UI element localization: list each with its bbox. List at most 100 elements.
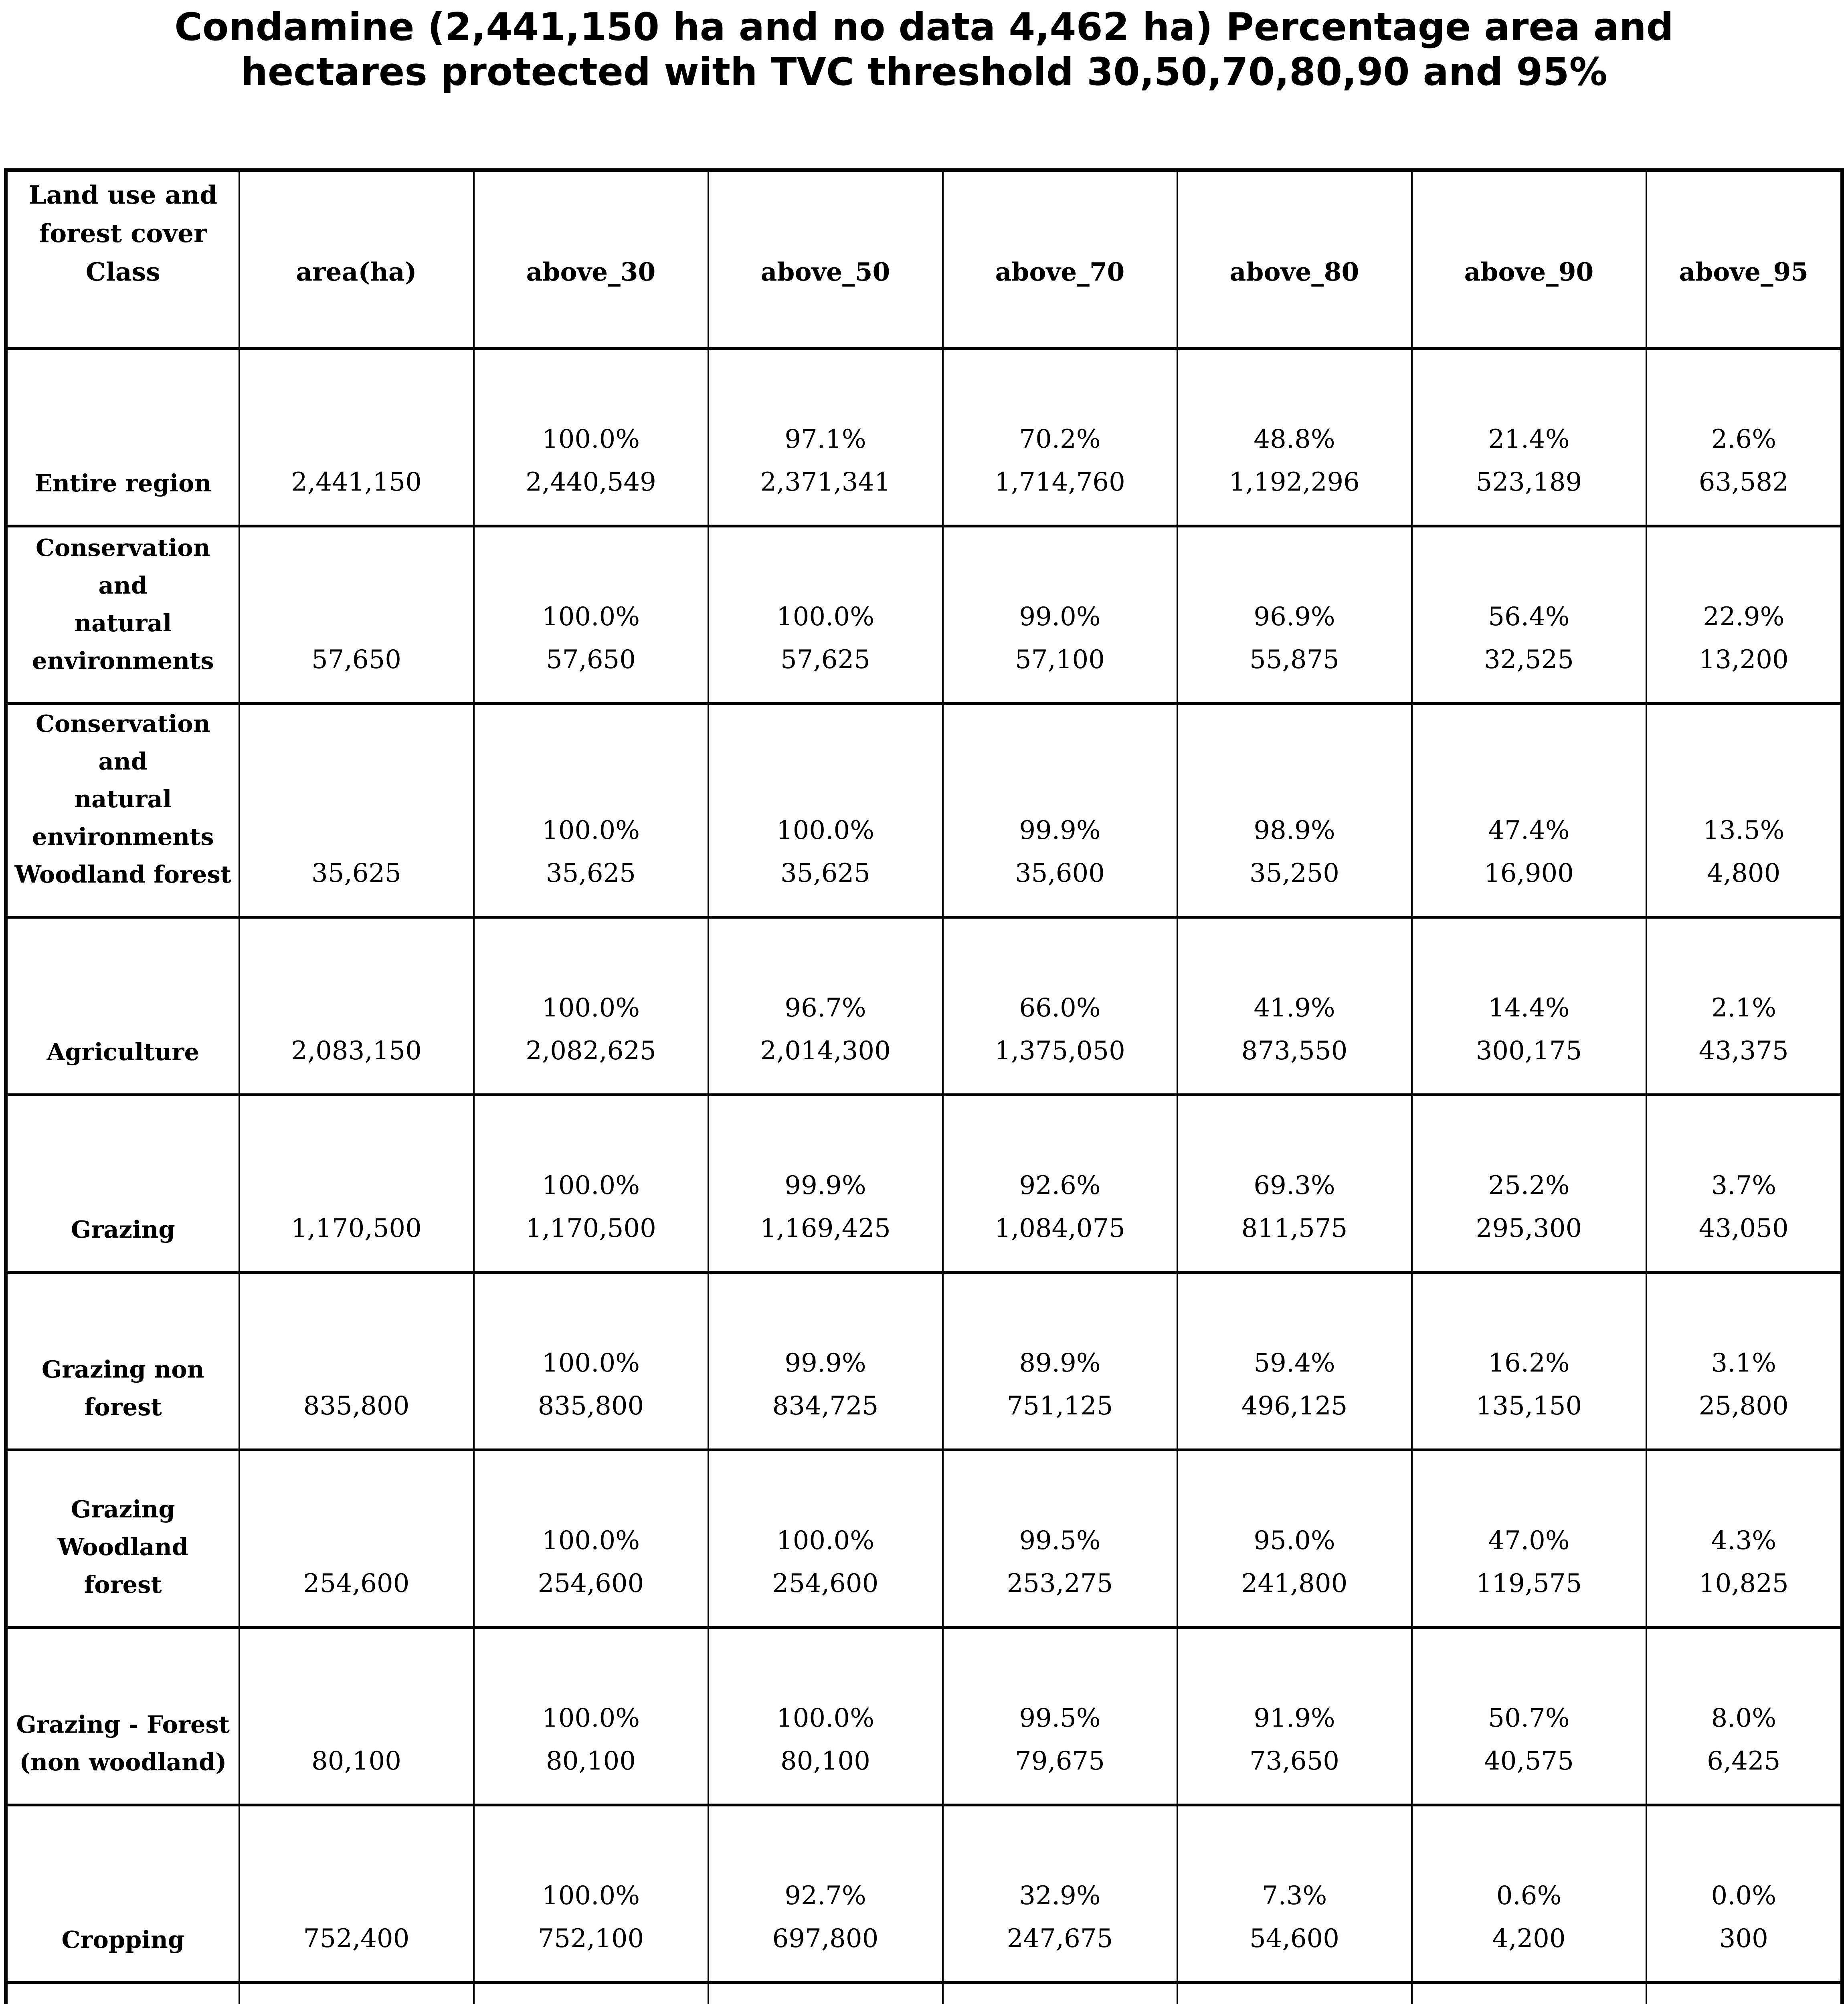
percent-value: 50.7% — [1488, 1703, 1570, 1733]
percent-value: 96.7% — [784, 993, 866, 1023]
threshold-cell: 2.6% 63,582 — [1645, 347, 1843, 527]
header-above-90: above_90 — [1411, 169, 1647, 350]
percent-value: 92.7% — [784, 1881, 866, 1911]
hectares-value: 496,125 — [1241, 1391, 1348, 1421]
table-row: Grazing non forest 835,800 100.0% 835,800 99… — [5, 1271, 1843, 1451]
threshold-cell: 0.6% 4,200 — [1411, 1804, 1647, 1984]
percent-value: 47.4% — [1488, 816, 1570, 845]
threshold-cell: 100.0% 80,100 — [473, 1626, 709, 1806]
percent-value: 100.0% — [542, 816, 640, 845]
threshold-cell: 25.2% 295,300 — [1411, 1093, 1647, 1274]
hectares-value: 43,050 — [1698, 1214, 1789, 1243]
percent-value: 99.9% — [784, 1348, 866, 1378]
hectares-value: 300,175 — [1476, 1036, 1582, 1066]
table-row: Cropping 752,400 100.0% 752,100 92.7% 697,800… — [5, 1804, 1843, 1984]
hectares-value: 63,582 — [1698, 467, 1789, 497]
hectares-value: 80,100 — [780, 1746, 870, 1776]
hectares-value: 25,800 — [1698, 1391, 1789, 1421]
threshold-cell: 100.0% 254,600 — [707, 1448, 944, 1629]
header-above-95: above_95 — [1645, 169, 1843, 350]
hectares-value: 1,084,075 — [995, 1214, 1125, 1243]
row-label: Grazing — [5, 1093, 240, 1274]
hectares-value: 1,170,500 — [526, 1214, 656, 1243]
percent-value: 56.4% — [1488, 602, 1570, 632]
percent-value: 99.9% — [784, 1171, 866, 1200]
threshold-cell: 96.7% 2,014,300 — [707, 916, 944, 1096]
threshold-cell: 100.0% 2,440,549 — [473, 347, 709, 527]
hectares-value: 1,192,296 — [1229, 467, 1360, 497]
percent-value: 100.0% — [776, 816, 875, 845]
hectares-value: 16,900 — [1484, 859, 1574, 888]
row-label: Irrigation — [5, 1981, 240, 2004]
hectares-value: 247,675 — [1007, 1924, 1113, 1953]
area-value: 2,441,150 — [238, 347, 475, 527]
threshold-cell: 41.9% 873,550 — [1176, 916, 1413, 1096]
percent-value: 100.0% — [776, 1703, 875, 1733]
threshold-cell: 100.0% 752,100 — [473, 1804, 709, 1984]
threshold-cell: 96.9% 55,875 — [1176, 525, 1413, 705]
hectares-value: 40,575 — [1484, 1746, 1574, 1776]
hectares-value: 295,300 — [1476, 1214, 1582, 1243]
table-row: Grazing Woodland forest 254,600 100.0% 254,… — [5, 1448, 1843, 1629]
hectares-value: 1,375,050 — [995, 1036, 1125, 1066]
area-value: 57,650 — [238, 525, 475, 705]
threshold-cell: 69.3% 811,575 — [1176, 1093, 1413, 1274]
threshold-cell: 4.3% 10,825 — [1645, 1448, 1843, 1629]
area-value: 254,600 — [238, 1448, 475, 1629]
row-label: Agriculture — [5, 916, 240, 1096]
threshold-cell: 100.0% 57,650 — [473, 525, 709, 705]
threshold-cell: 100.0% 57,625 — [707, 525, 944, 705]
area-value: 2,083,150 — [238, 916, 475, 1096]
table-row: Conservation and natural environments 57,… — [5, 525, 1843, 705]
threshold-cell: 47.4% 16,900 — [1411, 702, 1647, 919]
threshold-cell: 100.0% 35,625 — [707, 702, 944, 919]
threshold-cell: 21.4% 523,189 — [1411, 347, 1647, 527]
percent-value: 0.0% — [1711, 1881, 1777, 1911]
percent-value: 13.5% — [1703, 816, 1785, 845]
hectares-value: 119,575 — [1476, 1569, 1582, 1598]
table-header: Land use and forest cover Class area(ha)… — [5, 169, 1843, 350]
threshold-cell: 14.4% 300,175 — [1411, 916, 1647, 1096]
hectares-value: 873,550 — [1241, 1036, 1348, 1066]
threshold-cell: 3.7% 43,050 — [1645, 1093, 1843, 1274]
percent-value: 66.0% — [1019, 993, 1101, 1023]
threshold-cell: 27.0%43,125 — [942, 1981, 1178, 2004]
threshold-cell: 4.6%7,300 — [1176, 1981, 1413, 2004]
hectares-value: 35,625 — [546, 859, 636, 888]
threshold-cell: 98.9% 35,250 — [1176, 702, 1413, 919]
table-row: Entire region 2,441,150 100.0% 2,440,549 97.… — [5, 347, 1843, 527]
percent-value: 3.1% — [1711, 1348, 1777, 1378]
hectares-value: 57,650 — [546, 645, 636, 675]
percent-value: 70.2% — [1019, 424, 1101, 454]
hectares-value: 57,100 — [1015, 645, 1105, 675]
threshold-cell: 16.2% 135,150 — [1411, 1271, 1647, 1451]
page-title: Condamine (2,441,150 ha and no data 4,46… — [174, 5, 1674, 95]
threshold-cell: 47.0% 119,575 — [1411, 1448, 1647, 1629]
table-row: Irrigation159,97599.9%159,75091.8%146,80… — [5, 1981, 1843, 2004]
percent-value: 4.3% — [1711, 1526, 1777, 1556]
percent-value: 95.0% — [1254, 1526, 1335, 1556]
hectares-value: 241,800 — [1241, 1569, 1348, 1598]
hectares-value: 697,800 — [772, 1924, 879, 1953]
percent-value: 59.4% — [1254, 1348, 1335, 1378]
threshold-cell: 95.0% 241,800 — [1176, 1448, 1413, 1629]
threshold-cell: 100.0% 254,600 — [473, 1448, 709, 1629]
threshold-cell: 8.0% 6,425 — [1645, 1626, 1843, 1806]
area-value: 80,100 — [238, 1626, 475, 1806]
hectares-value: 751,125 — [1007, 1391, 1113, 1421]
header-above-50: above_50 — [707, 169, 944, 350]
hectares-value: 523,189 — [1476, 467, 1582, 497]
header-area: area(ha) — [238, 169, 475, 350]
percent-value: 100.0% — [542, 424, 640, 454]
percent-value: 100.0% — [542, 993, 640, 1023]
threshold-cell: 13.5% 4,800 — [1645, 702, 1843, 919]
threshold-cell: 100.0% 835,800 — [473, 1271, 709, 1451]
threshold-cell: 50.7% 40,575 — [1411, 1626, 1647, 1806]
percent-value: 16.2% — [1488, 1348, 1570, 1378]
area-value: 835,800 — [238, 1271, 475, 1451]
header-class: Land use and forest cover Class — [5, 169, 240, 350]
table-row: Grazing 1,170,500 100.0% 1,170,500 99.9% 1,16… — [5, 1093, 1843, 1274]
row-label: Grazing - Forest (non woodland) — [5, 1626, 240, 1806]
percent-value: 100.0% — [776, 602, 875, 632]
